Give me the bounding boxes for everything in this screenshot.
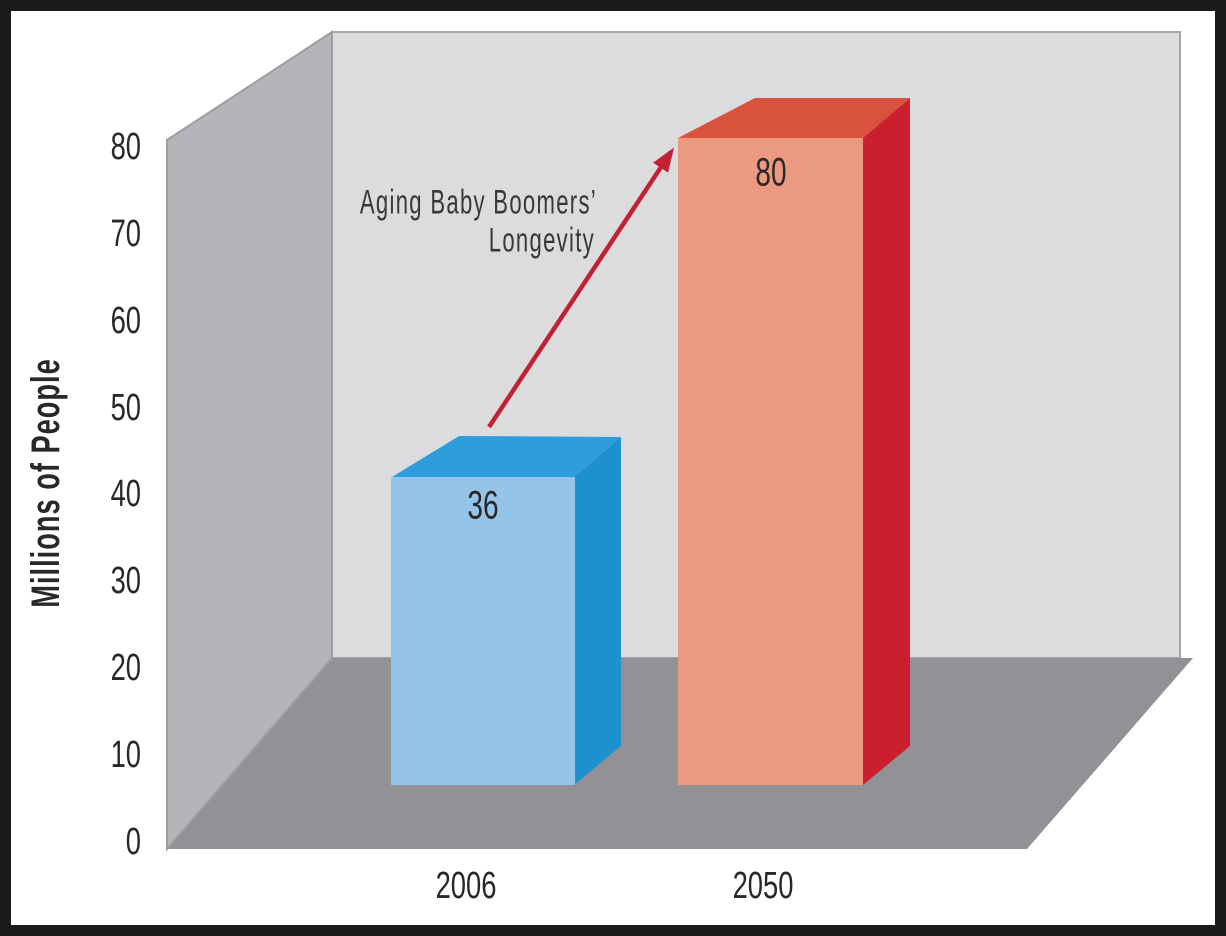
bar-2006-top-face (392, 436, 621, 477)
x-axis-label-2050: 2050 (733, 865, 794, 907)
bar-2006-value-label: 36 (467, 484, 498, 528)
annotation-text-line-2: Longevity (489, 222, 595, 260)
y-tick-label-30: 30 (111, 560, 141, 602)
y-tick-label-20: 20 (111, 647, 141, 689)
y-tick-label-60: 60 (111, 300, 141, 342)
x-axis-labels: 2006 2050 (436, 865, 794, 907)
bar-2050: 80 (678, 98, 910, 785)
side-wall (166, 30, 333, 852)
y-tick-label-70: 70 (111, 213, 141, 255)
bar-2050-side-face (863, 98, 910, 785)
y-tick-label-10: 10 (111, 734, 141, 776)
bar-2006: 36 (391, 436, 621, 785)
y-tick-label-80: 80 (111, 126, 141, 168)
annotation-arrow (487, 147, 674, 429)
y-axis-title: Millions of People (24, 358, 68, 607)
bar-2050-value-label: 80 (755, 151, 786, 195)
y-tick-label-40: 40 (111, 473, 141, 515)
bar-2006-side-face (574, 437, 621, 785)
bar-2050-front-face (678, 138, 863, 785)
bar-2050-top-face (678, 98, 910, 138)
x-axis-label-2006: 2006 (436, 865, 497, 907)
y-tick-label-0: 0 (126, 821, 141, 863)
y-axis-tick-labels: 80 70 60 50 40 30 20 10 0 (111, 126, 141, 863)
y-tick-label-50: 50 (111, 387, 141, 429)
annotation-text-line-1: Aging Baby Boomers’ (360, 184, 597, 222)
bar-2006-front-face (391, 477, 575, 785)
